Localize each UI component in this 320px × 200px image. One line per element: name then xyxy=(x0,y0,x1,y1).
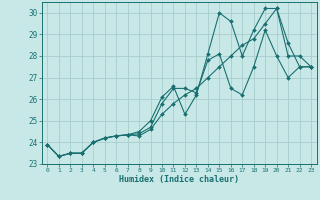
X-axis label: Humidex (Indice chaleur): Humidex (Indice chaleur) xyxy=(119,175,239,184)
